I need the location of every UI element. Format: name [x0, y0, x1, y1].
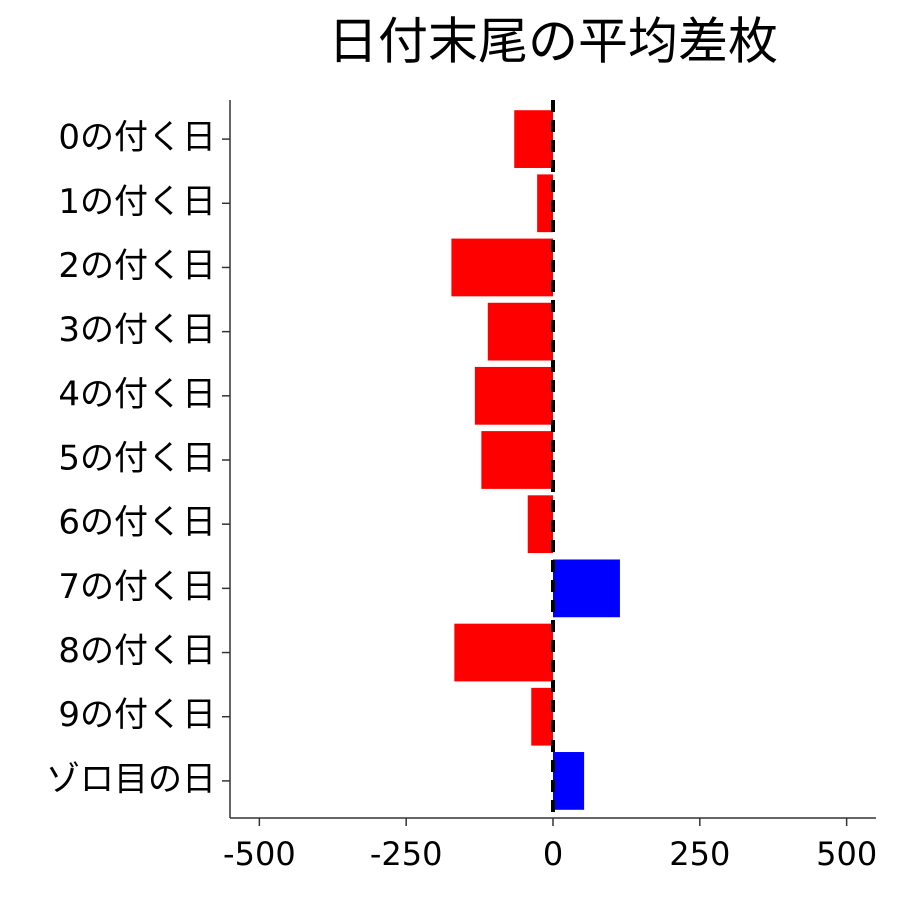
bar: [454, 623, 553, 682]
x-tick-label: -500: [223, 835, 296, 873]
bar: [487, 302, 553, 361]
y-tick-label: 0の付く日: [58, 118, 216, 158]
y-tick-label: 4の付く日: [58, 374, 216, 414]
bar: [527, 495, 553, 554]
y-tick-label: 3の付く日: [58, 310, 216, 350]
bar: [553, 752, 585, 810]
x-tick-label: 500: [816, 835, 877, 873]
y-tick-label: 6の付く日: [58, 503, 216, 543]
y-tick-label: 1の付く日: [58, 182, 216, 222]
bar: [531, 687, 553, 746]
bar: [537, 174, 553, 233]
y-tick-label: 5の付く日: [58, 439, 216, 479]
y-tick-label: 2の付く日: [58, 246, 216, 286]
y-tick-label: 9の付く日: [58, 695, 216, 735]
chart-title: 日付末尾の平均差枚: [328, 13, 778, 71]
x-tick-label: -250: [370, 835, 443, 873]
x-tick-label: 250: [669, 835, 730, 873]
x-tick-label: 0: [543, 835, 563, 873]
bar: [451, 238, 553, 297]
y-tick-label: ゾロ目の日: [46, 759, 216, 799]
bar: [553, 559, 620, 618]
bar: [481, 431, 553, 489]
y-tick-label: 8の付く日: [58, 631, 216, 671]
bar: [474, 366, 553, 425]
bar: [514, 110, 553, 168]
y-tick-label: 7の付く日: [58, 567, 216, 607]
